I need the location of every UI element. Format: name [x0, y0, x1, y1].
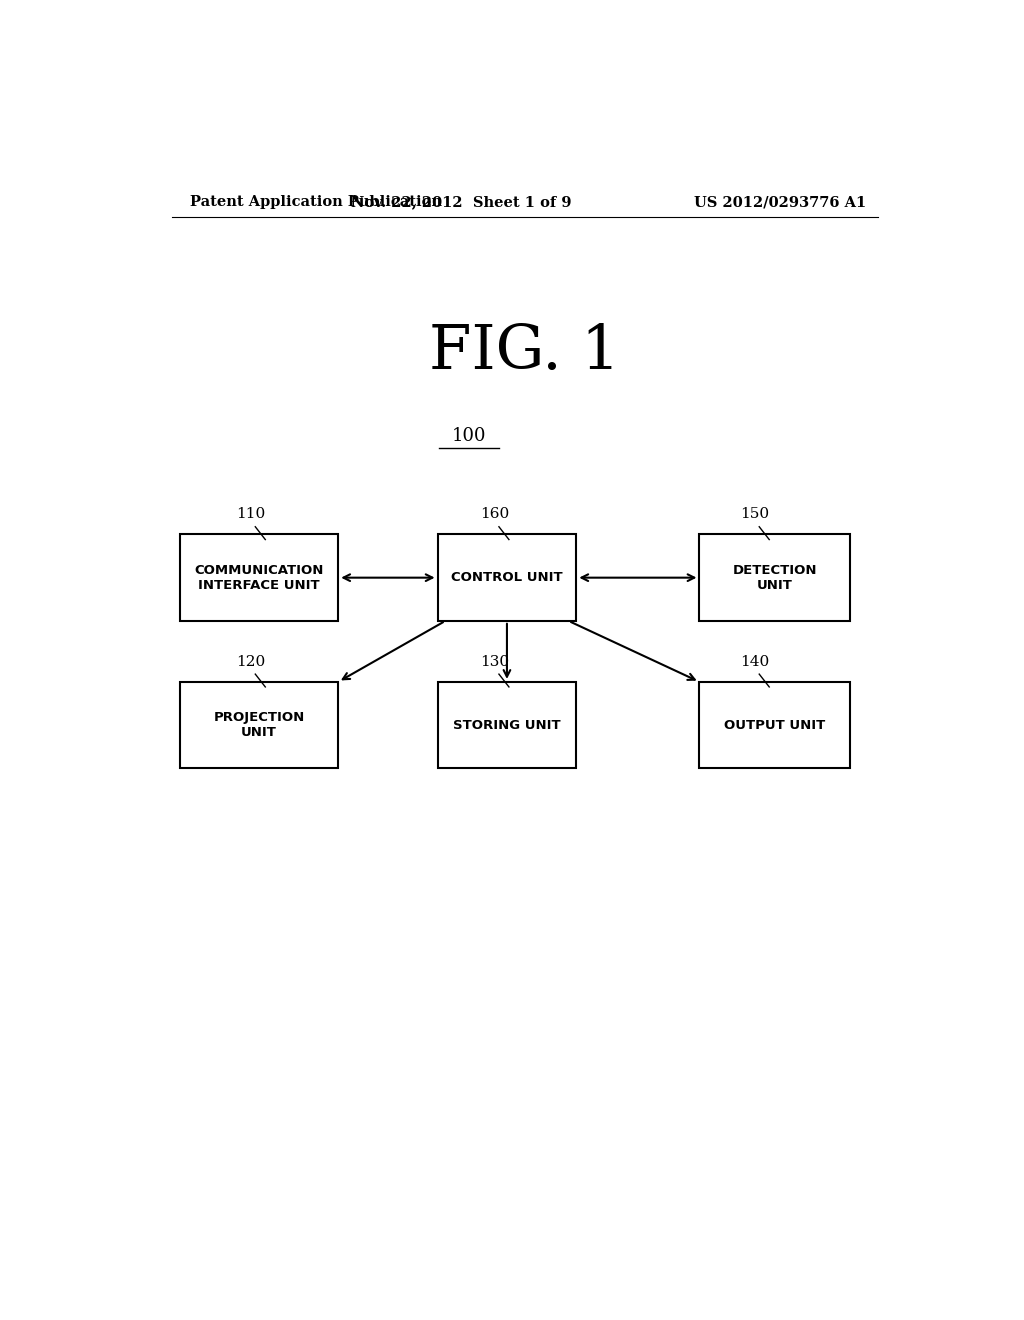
FancyBboxPatch shape	[437, 535, 577, 620]
FancyBboxPatch shape	[437, 682, 577, 768]
Text: 100: 100	[452, 428, 486, 445]
Text: COMMUNICATION
INTERFACE UNIT: COMMUNICATION INTERFACE UNIT	[195, 564, 324, 591]
Text: PROJECTION
UNIT: PROJECTION UNIT	[213, 711, 304, 739]
Text: FIG. 1: FIG. 1	[429, 322, 621, 381]
Text: Patent Application Publication: Patent Application Publication	[189, 195, 442, 209]
FancyBboxPatch shape	[699, 682, 850, 768]
Text: 120: 120	[237, 655, 265, 669]
Text: 150: 150	[740, 507, 769, 521]
FancyBboxPatch shape	[179, 682, 338, 768]
Text: 140: 140	[740, 655, 770, 669]
FancyBboxPatch shape	[179, 535, 338, 620]
Text: US 2012/0293776 A1: US 2012/0293776 A1	[694, 195, 866, 209]
Text: DETECTION
UNIT: DETECTION UNIT	[732, 564, 817, 591]
Text: Nov. 22, 2012  Sheet 1 of 9: Nov. 22, 2012 Sheet 1 of 9	[351, 195, 571, 209]
Text: CONTROL UNIT: CONTROL UNIT	[452, 572, 563, 585]
Text: OUTPUT UNIT: OUTPUT UNIT	[724, 718, 825, 731]
Text: 160: 160	[480, 507, 509, 521]
Text: STORING UNIT: STORING UNIT	[454, 718, 561, 731]
Text: 110: 110	[237, 507, 265, 521]
Text: 130: 130	[480, 655, 509, 669]
FancyBboxPatch shape	[699, 535, 850, 620]
